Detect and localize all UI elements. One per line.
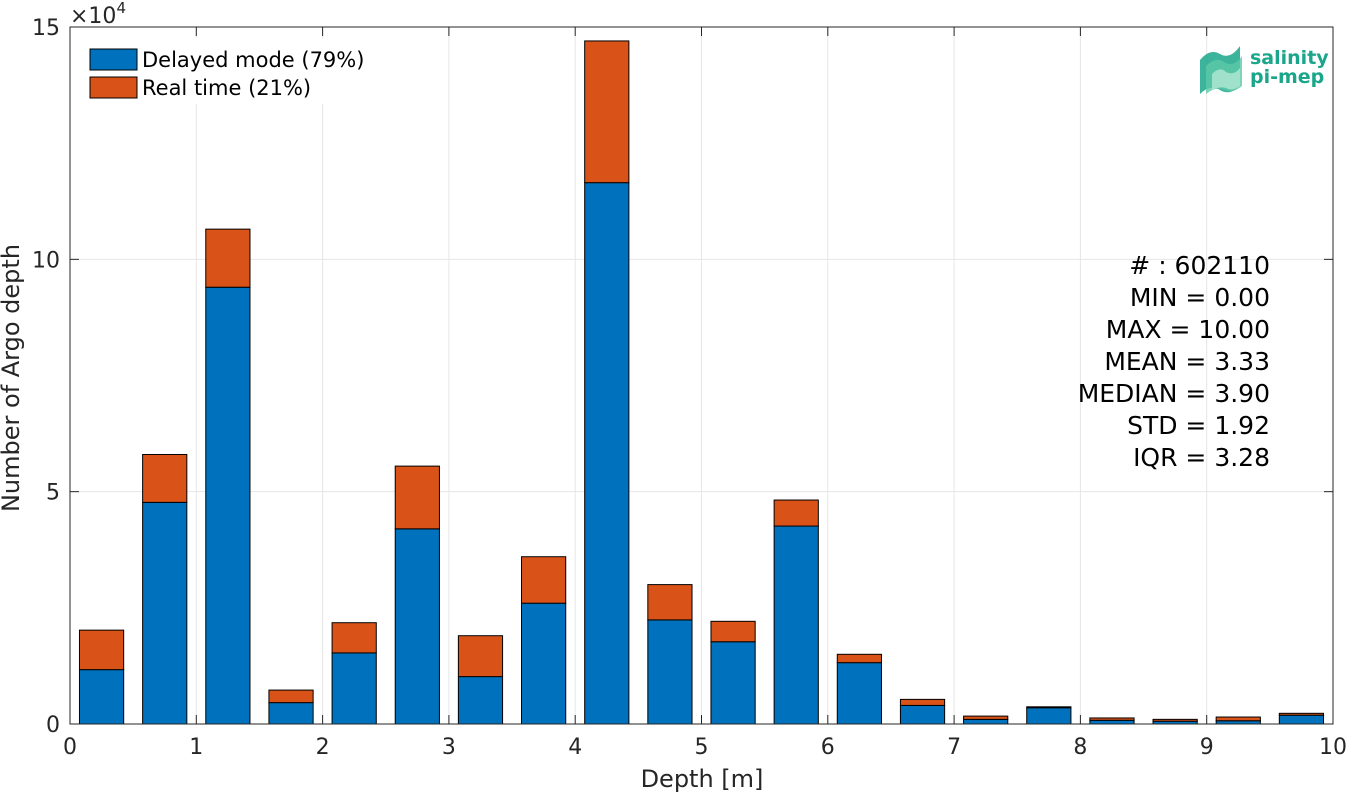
stat-min: MIN = 0.00: [1130, 283, 1270, 312]
x-tick-label: 2: [316, 735, 330, 760]
stat-std: STD = 1.92: [1127, 411, 1270, 440]
bar-delayed-mode: [268, 702, 314, 725]
bar-delayed-mode: [836, 662, 882, 725]
bar-delayed-mode: [78, 669, 125, 725]
legend-label-realtime: Real time (21%): [142, 76, 311, 100]
bar-delayed-mode: [1278, 714, 1325, 725]
bar-real-time: [142, 453, 188, 503]
bar-delayed-mode: [1026, 707, 1072, 725]
stats-annotation: # : 602110 MIN = 0.00 MAX = 10.00 MEAN =…: [1078, 251, 1270, 472]
bar-real-time: [521, 556, 567, 604]
x-tick-label: 1: [189, 735, 203, 760]
x-tick-label: 3: [442, 735, 456, 760]
salinity-pi-mep-logo: salinity pi-mep: [1200, 46, 1329, 94]
bar-real-time: [268, 689, 314, 704]
bar-real-time: [899, 698, 946, 706]
bars: [78, 40, 1325, 725]
bar-delayed-mode: [1089, 719, 1135, 725]
bar-real-time: [1026, 706, 1072, 709]
bar-real-time: [1152, 718, 1198, 722]
x-tick-label: 8: [1073, 735, 1087, 760]
bar-real-time: [710, 620, 756, 643]
bar-delayed-mode: [331, 652, 377, 725]
bar-delayed-mode: [963, 718, 1009, 725]
y-tick-label: 10: [32, 248, 60, 273]
legend: Delayed mode (79%) Real time (21%): [78, 38, 386, 104]
x-tick-label: 5: [695, 735, 709, 760]
bar-real-time: [1089, 717, 1135, 721]
y-tick-label: 15: [32, 16, 60, 41]
bar-real-time: [1278, 712, 1325, 716]
x-tick-label: 6: [821, 735, 835, 760]
bar-real-time: [1215, 716, 1261, 722]
bar-delayed-mode: [584, 182, 630, 725]
bar-delayed-mode: [205, 286, 251, 725]
bar-delayed-mode: [521, 602, 567, 725]
stat-iqr: IQR = 3.28: [1133, 443, 1270, 472]
bar-real-time: [205, 228, 251, 288]
axis-ticks: 0 1 2 3 4 5 6 7 8 9 10 0 5 10 15: [32, 16, 1347, 760]
x-tick-label: 10: [1319, 735, 1347, 760]
grid-lines: [70, 27, 1333, 724]
bar-real-time: [331, 622, 377, 654]
bar-delayed-mode: [773, 525, 819, 725]
y-axis-title: Number of Argo depth: [0, 244, 25, 512]
bar-delayed-mode: [457, 676, 504, 725]
bar-real-time: [836, 653, 882, 664]
stat-mean: MEAN = 3.33: [1104, 347, 1270, 376]
legend-swatch-delayed: [89, 48, 138, 71]
bar-delayed-mode: [899, 704, 946, 725]
bar-real-time: [78, 629, 125, 671]
bar-real-time: [457, 635, 504, 678]
stat-max: MAX = 10.00: [1106, 315, 1270, 344]
x-tick-label: 4: [568, 735, 582, 760]
bar-real-time: [963, 715, 1009, 720]
x-tick-label: 0: [63, 735, 77, 760]
legend-label-delayed: Delayed mode (79%): [142, 48, 364, 72]
bar-delayed-mode: [142, 501, 188, 725]
logo-wave-icon: [1200, 46, 1242, 94]
x-tick-label: 7: [947, 735, 961, 760]
bar-delayed-mode: [394, 528, 440, 725]
bar-real-time: [584, 40, 630, 184]
bar-real-time: [394, 465, 440, 530]
bar-real-time: [773, 499, 819, 527]
x-axis-title: Depth [m]: [641, 765, 764, 793]
y-tick-label: 0: [46, 713, 60, 738]
x-tick-label: 9: [1200, 735, 1214, 760]
legend-swatch-realtime: [89, 76, 138, 99]
bar-real-time: [647, 584, 693, 621]
logo-text-line2: pi-mep: [1250, 66, 1324, 88]
stat-count: # : 602110: [1129, 251, 1270, 280]
bar-delayed-mode: [647, 619, 693, 725]
y-multiplier-label: ×104: [70, 0, 126, 29]
y-tick-label: 5: [46, 481, 60, 506]
stat-median: MEDIAN = 3.90: [1078, 379, 1270, 408]
bar-delayed-mode: [710, 641, 756, 725]
logo-text-line1: salinity: [1250, 47, 1329, 69]
